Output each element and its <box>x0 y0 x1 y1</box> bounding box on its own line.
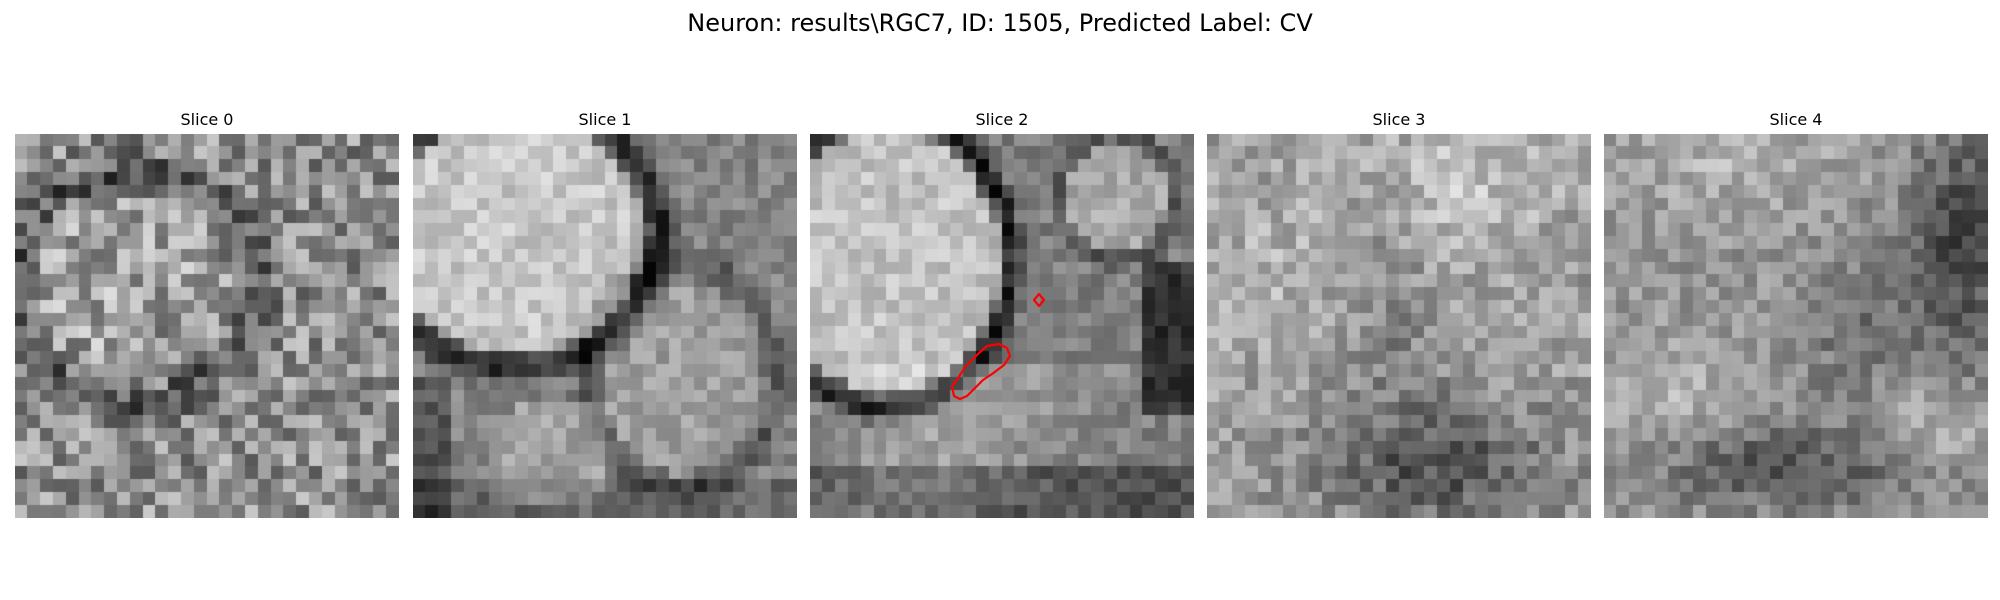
slice-panel-2: Slice 2 <box>810 108 1194 520</box>
slice-image <box>413 134 797 518</box>
slice-image <box>1207 134 1591 518</box>
slice-image <box>15 134 399 518</box>
slice-title: Slice 3 <box>1372 110 1426 129</box>
slice-image <box>1604 134 1988 518</box>
slice-panel-0: Slice 0 <box>15 108 399 520</box>
slice-panel-4: Slice 4 <box>1604 108 1988 520</box>
slice-title: Slice 2 <box>975 110 1029 129</box>
slice-panel-1: Slice 1 <box>413 108 797 520</box>
slice-panel-3: Slice 3 <box>1207 108 1591 520</box>
figure-title: Neuron: results\RGC7, ID: 1505, Predicte… <box>687 9 1313 37</box>
slice-title: Slice 0 <box>180 110 234 129</box>
slice-title: Slice 1 <box>578 110 632 129</box>
slice-image <box>810 134 1194 518</box>
slice-title: Slice 4 <box>1769 110 1823 129</box>
